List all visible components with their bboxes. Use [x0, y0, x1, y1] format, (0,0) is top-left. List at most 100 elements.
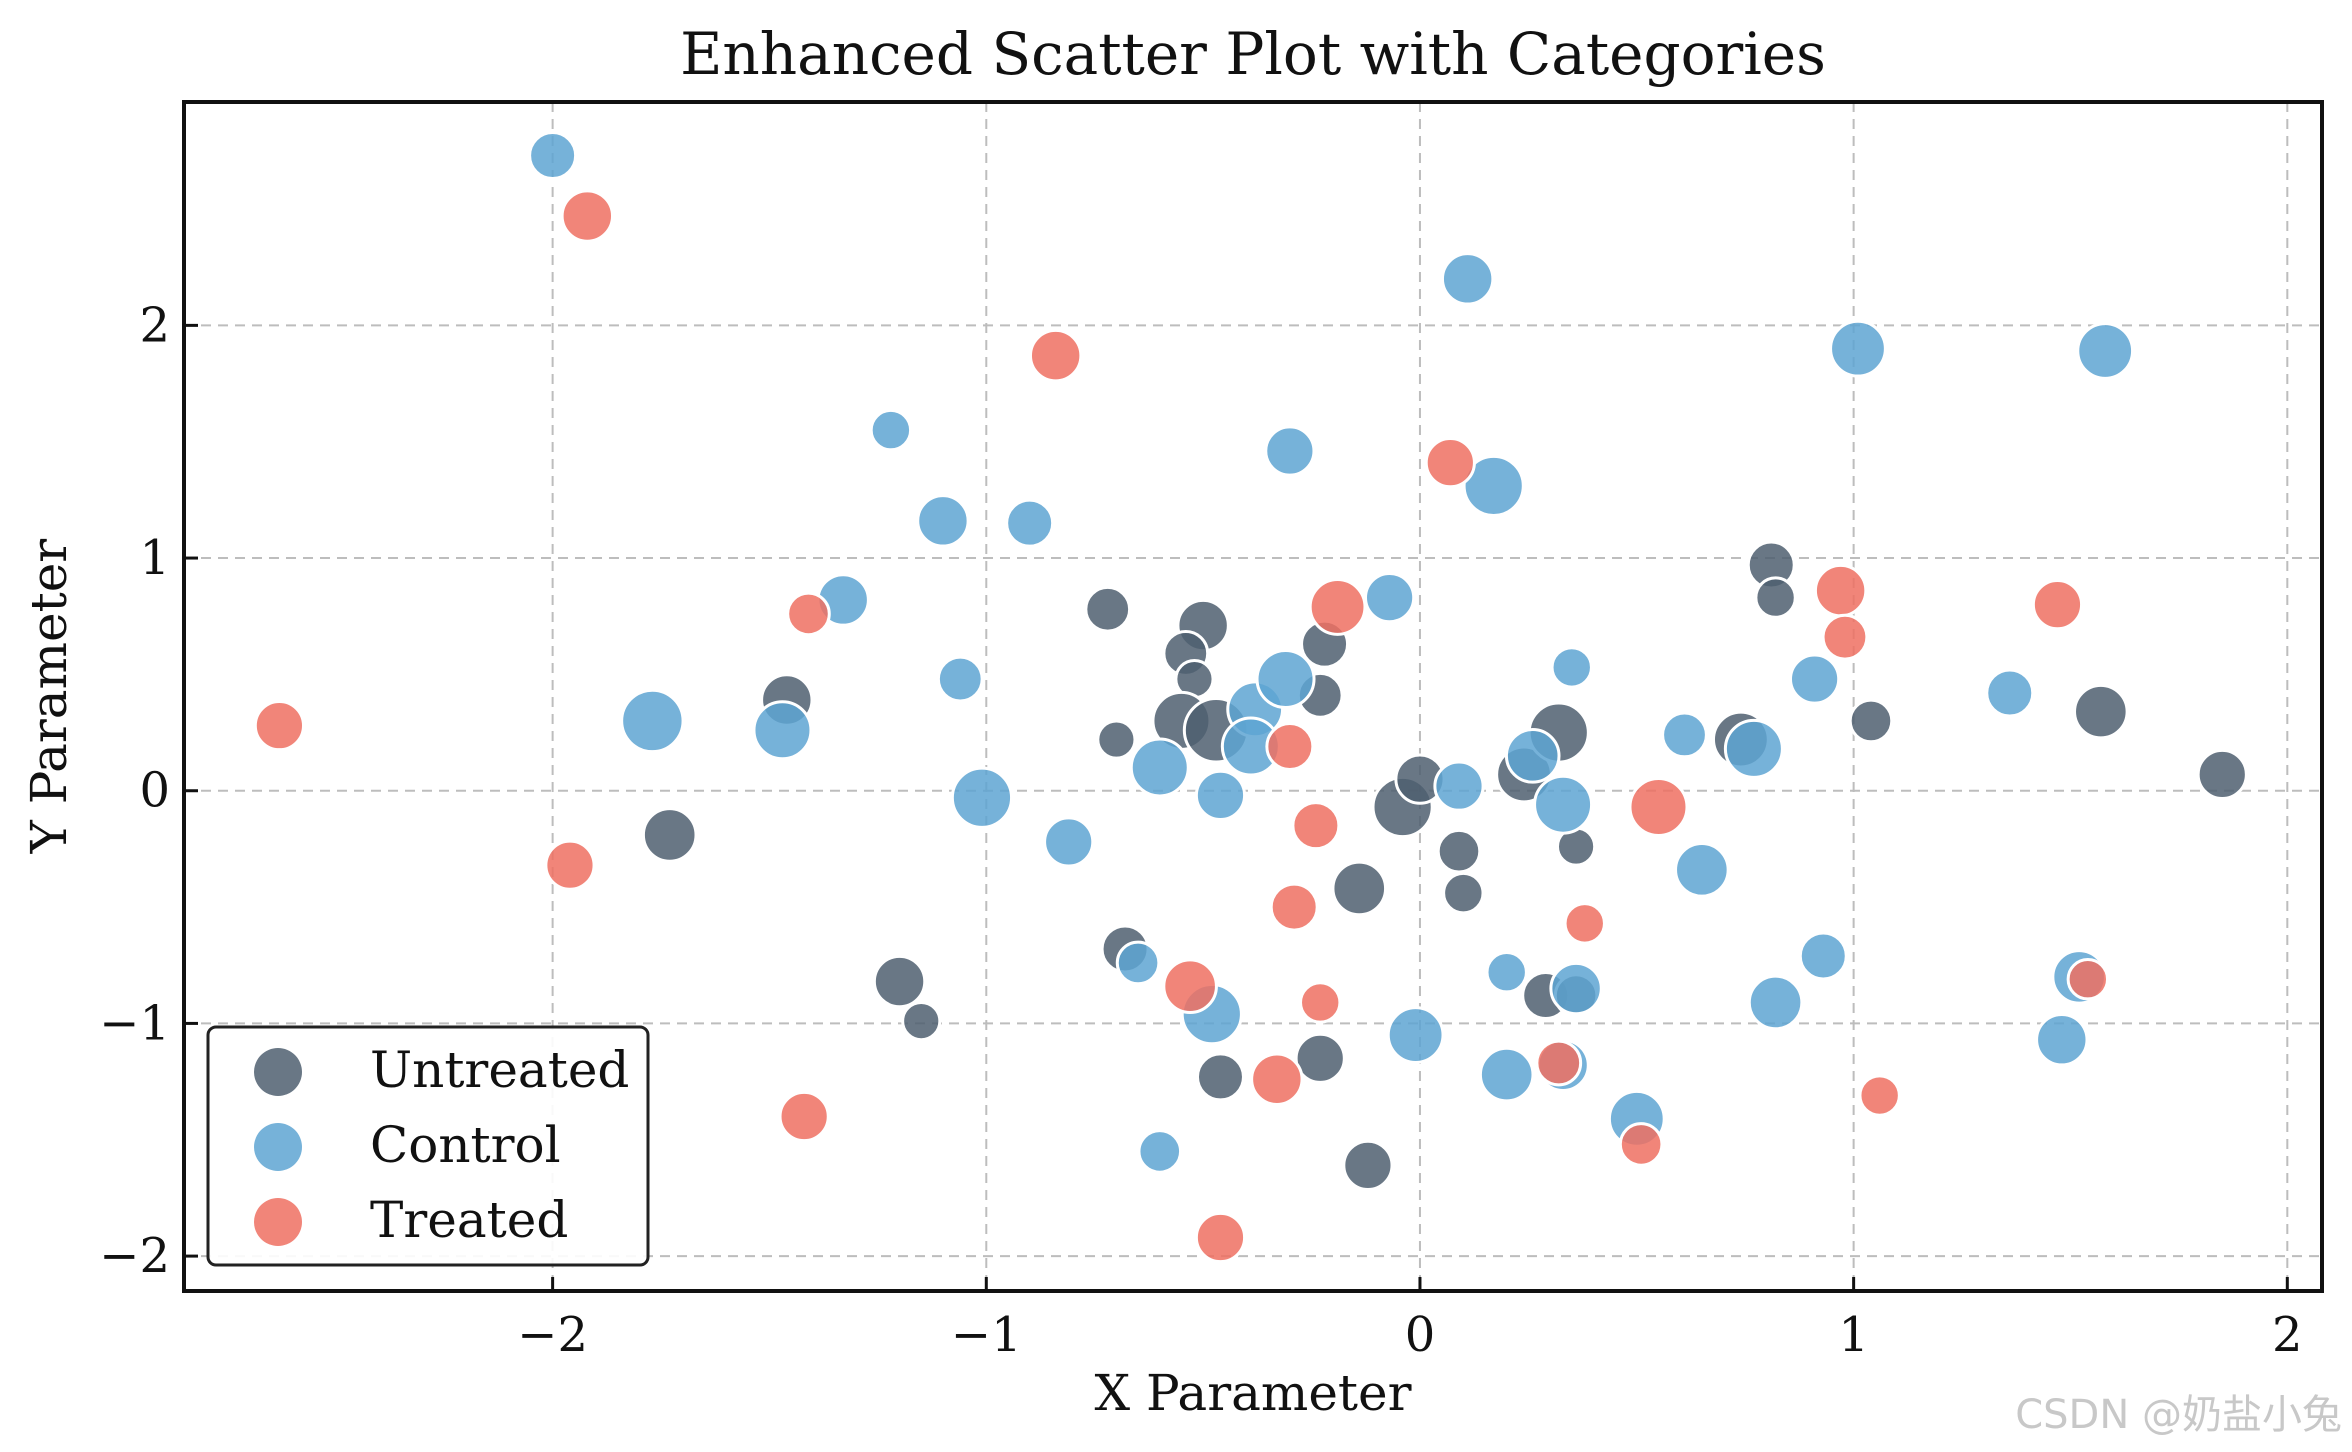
point-control — [1789, 653, 1841, 705]
point-control — [916, 494, 970, 548]
point-untreated — [1342, 1139, 1394, 1191]
point-control — [1194, 769, 1247, 821]
point-untreated — [1096, 719, 1137, 760]
point-control — [1798, 931, 1848, 981]
point-treated — [1424, 437, 1476, 489]
legend-label-control: Control — [370, 1116, 561, 1174]
legend-marker-control — [254, 1123, 302, 1171]
point-untreated — [641, 807, 698, 863]
point-treated — [786, 591, 831, 637]
point-control — [1433, 760, 1485, 812]
point-control — [1985, 668, 2035, 718]
point-untreated — [1195, 1052, 1245, 1102]
point-treated — [544, 839, 596, 891]
y-tick-label: 1 — [139, 530, 170, 586]
y-axis-label: Y Parameter — [20, 539, 78, 855]
point-control — [1043, 816, 1095, 868]
point-control — [936, 655, 984, 703]
point-treated — [253, 699, 306, 752]
point-treated — [1858, 1074, 1901, 1117]
point-control — [2035, 1013, 2089, 1067]
x-tick-label: −1 — [951, 1307, 1022, 1363]
point-treated — [1269, 882, 1319, 932]
point-control — [1115, 940, 1161, 986]
x-tick-label: 2 — [2272, 1307, 2303, 1363]
y-tick-label: 2 — [139, 297, 170, 353]
point-untreated — [1331, 860, 1388, 917]
legend-label-treated: Treated — [370, 1191, 568, 1249]
point-untreated — [2196, 748, 2248, 801]
point-control — [1462, 454, 1525, 518]
point-control — [1005, 498, 1055, 548]
point-treated — [1194, 1211, 1247, 1264]
point-untreated — [1848, 698, 1894, 744]
point-control — [1364, 572, 1416, 624]
point-treated — [2031, 578, 2084, 631]
point-treated — [1162, 958, 1218, 1014]
point-control — [1533, 774, 1594, 835]
axis-ticks: −2 −1 0 1 2 −2 −1 0 1 2 — [99, 297, 2302, 1363]
point-control — [752, 700, 813, 761]
legend-marker-treated — [254, 1198, 302, 1246]
x-tick-label: 0 — [1405, 1307, 1436, 1363]
point-control — [1440, 252, 1495, 306]
point-control — [1723, 718, 1784, 779]
point-treated — [1821, 613, 1869, 661]
y-tick-label: −1 — [99, 995, 170, 1051]
x-tick-label: 1 — [1838, 1307, 1869, 1363]
point-untreated — [1442, 871, 1485, 915]
point-treated — [1813, 563, 1868, 618]
point-control — [950, 766, 1014, 829]
point-treated — [1308, 578, 1367, 636]
point-untreated — [1294, 1032, 1346, 1084]
point-treated — [1250, 1052, 1304, 1106]
point-treated — [1618, 1122, 1664, 1167]
point-untreated — [1084, 585, 1132, 633]
point-untreated — [2073, 683, 2129, 740]
y-tick-label: −2 — [99, 1228, 170, 1284]
point-control — [1661, 711, 1708, 759]
point-control — [1747, 974, 1804, 1031]
point-treated — [1265, 722, 1315, 772]
watermark: CSDN @奶盐小兔 — [2015, 1392, 2342, 1438]
point-treated — [2066, 958, 2110, 1001]
point-control — [1504, 728, 1561, 784]
scatter-points — [253, 131, 2248, 1264]
legend-marker-untreated — [254, 1048, 302, 1096]
point-treated — [1628, 777, 1689, 838]
point-treated — [1563, 902, 1606, 945]
x-axis-label: X Parameter — [1095, 1364, 1412, 1422]
chart-title: Enhanced Scatter Plot with Categories — [680, 20, 1826, 88]
point-untreated — [872, 954, 927, 1009]
point-control — [1485, 951, 1528, 994]
point-untreated — [1754, 576, 1797, 619]
point-treated — [1299, 981, 1342, 1024]
point-treated — [1291, 801, 1341, 851]
legend: Untreated Control Treated — [206, 1025, 650, 1267]
point-control — [1549, 961, 1603, 1016]
point-treated — [560, 189, 615, 243]
point-control — [1674, 842, 1730, 898]
point-untreated — [1436, 828, 1482, 874]
plot-area-frame — [182, 100, 2324, 1293]
point-untreated — [901, 1000, 942, 1042]
point-control — [1829, 319, 1887, 378]
point-control — [1478, 1046, 1535, 1103]
y-tick-label: 0 — [139, 763, 170, 819]
point-control — [869, 408, 913, 452]
point-control — [620, 688, 685, 754]
point-control — [1255, 649, 1316, 710]
legend-box — [206, 1025, 650, 1267]
point-control — [1386, 1006, 1445, 1064]
point-control — [1137, 1129, 1183, 1174]
point-treated — [1535, 1039, 1583, 1087]
legend-label-untreated: Untreated — [370, 1041, 629, 1099]
x-tick-label: −2 — [517, 1307, 588, 1363]
point-control — [528, 131, 578, 181]
point-treated — [1028, 328, 1083, 383]
point-control — [1550, 646, 1593, 689]
point-control — [1264, 425, 1316, 477]
point-treated — [778, 1090, 830, 1143]
point-control — [1129, 737, 1190, 798]
